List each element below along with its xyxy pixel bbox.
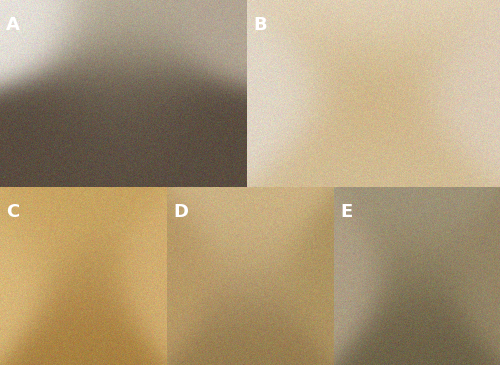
Text: D: D — [173, 203, 188, 221]
Text: E: E — [340, 203, 352, 221]
Text: A: A — [6, 16, 20, 34]
Text: B: B — [253, 16, 266, 34]
Text: C: C — [6, 203, 19, 221]
